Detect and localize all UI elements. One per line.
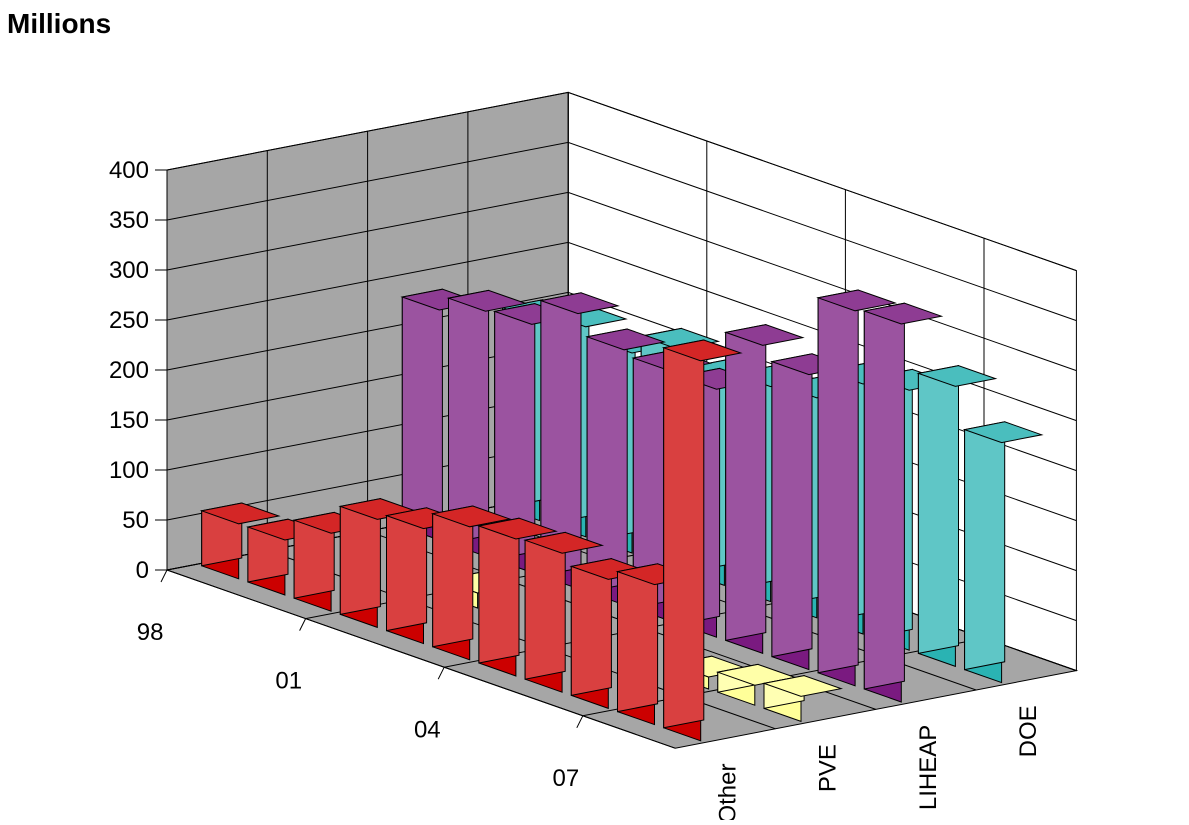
bar-liheap-07 (816, 289, 898, 687)
x-tick (576, 715, 584, 729)
y-tick-label: 300 (109, 257, 149, 284)
x-tick (160, 569, 168, 583)
x-tick (299, 618, 307, 631)
y-tick-label: 350 (109, 207, 149, 234)
series-label-pve: PVE (815, 744, 842, 792)
bar-top (962, 421, 1044, 444)
bar-side (863, 302, 905, 690)
series-axis-labels: Other PVE LIHEAP DOE (714, 705, 1042, 823)
bar-side (448, 289, 490, 544)
y-tick-label: 250 (109, 307, 149, 334)
bar-liheap-05 (723, 323, 805, 655)
bar-side (586, 328, 628, 593)
x-tick-labels: 98 01 04 07 (137, 569, 584, 792)
bar-other-05 (523, 531, 605, 693)
bar-pve-07 (715, 663, 797, 706)
bar-other-04 (476, 517, 558, 677)
y-tick-label: 400 (109, 157, 149, 184)
bar-other-06 (569, 557, 651, 710)
bar-top (762, 675, 844, 697)
series-label-other: Other (714, 764, 741, 821)
x-tick (437, 666, 445, 680)
x-tick-label: 98 (137, 619, 164, 646)
y-tick-label: 150 (109, 407, 149, 434)
y-unit-label: Millions (7, 8, 112, 39)
bar-side (401, 288, 443, 528)
bar-top (723, 324, 805, 346)
bar-top (661, 339, 743, 362)
x-tick-label: 07 (553, 765, 580, 792)
bar-other-02 (384, 507, 466, 645)
y-tick-label: 200 (109, 357, 149, 384)
series-label-liheap: LIHEAP (915, 725, 942, 810)
bar-other-03 (430, 505, 512, 661)
bar-doe-08 (962, 421, 1044, 684)
bar-liheap-99 (446, 289, 528, 557)
y-tick-label: 0 (136, 557, 149, 584)
bar-top (862, 302, 944, 325)
bar-side (432, 505, 474, 648)
bar-liheap-08 (862, 302, 944, 703)
bar-liheap-01 (538, 292, 620, 590)
bar-top (538, 292, 620, 315)
bar-side (478, 517, 520, 664)
bar-top (585, 328, 667, 351)
bar-top (199, 502, 281, 525)
bar-top (430, 505, 512, 528)
bar-liheap-02 (585, 328, 667, 606)
y-tick-labels: 0 50 100 150 200 250 300 350 400 (109, 157, 167, 584)
bar-side (570, 557, 612, 697)
bar-top (523, 531, 605, 554)
y-tick-label: 50 (122, 507, 149, 534)
bar-side (817, 289, 859, 674)
bar-side (964, 421, 1006, 671)
bar-other-01 (338, 497, 420, 629)
x-tick-label: 04 (414, 716, 441, 743)
bars (199, 288, 1044, 742)
series-label-doe: DOE (1015, 705, 1042, 757)
bar-top (476, 517, 558, 540)
bar-other-08 (661, 339, 743, 742)
bar-side (917, 364, 959, 655)
floor-gridline (166, 569, 676, 749)
bar-top (916, 365, 998, 387)
bar-side (617, 563, 659, 713)
y-tick-label: 100 (109, 457, 149, 484)
bar-top (446, 289, 528, 312)
bar-doe-07 (916, 364, 998, 668)
bar-liheap-06 (769, 353, 851, 671)
bar-side (771, 353, 813, 658)
bar-pve-08 (762, 674, 844, 723)
bar-other-98 (199, 502, 281, 580)
bar-side (725, 323, 767, 642)
bar-side (663, 339, 705, 729)
x-tick-label: 01 (275, 668, 302, 695)
bar-side (524, 531, 566, 680)
bar-top (816, 289, 898, 312)
